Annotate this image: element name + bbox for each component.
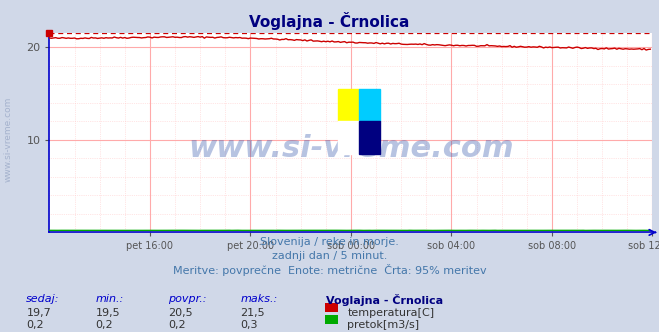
Bar: [338, 121, 359, 154]
Text: sedaj:: sedaj:: [26, 294, 60, 304]
Text: maks.:: maks.:: [241, 294, 278, 304]
Text: 19,5: 19,5: [96, 308, 120, 318]
Bar: [359, 89, 380, 121]
Text: 0,3: 0,3: [241, 320, 258, 330]
Text: 20,5: 20,5: [168, 308, 192, 318]
Text: pretok[m3/s]: pretok[m3/s]: [347, 320, 419, 330]
Text: temperatura[C]: temperatura[C]: [347, 308, 434, 318]
Text: 0,2: 0,2: [168, 320, 186, 330]
Text: Voglajna - Črnolica: Voglajna - Črnolica: [326, 294, 444, 306]
Text: 21,5: 21,5: [241, 308, 265, 318]
Text: povpr.:: povpr.:: [168, 294, 206, 304]
Bar: [338, 89, 359, 121]
Text: Slovenija / reke in morje.: Slovenija / reke in morje.: [260, 237, 399, 247]
Text: 0,2: 0,2: [96, 320, 113, 330]
Text: 19,7: 19,7: [26, 308, 51, 318]
Bar: [359, 121, 380, 154]
Text: zadnji dan / 5 minut.: zadnji dan / 5 minut.: [272, 251, 387, 261]
Text: www.si-vreme.com: www.si-vreme.com: [3, 97, 13, 182]
Text: www.si-vreme.com: www.si-vreme.com: [188, 134, 514, 163]
Text: 0,2: 0,2: [26, 320, 44, 330]
Text: Meritve: povprečne  Enote: metrične  Črta: 95% meritev: Meritve: povprečne Enote: metrične Črta:…: [173, 264, 486, 276]
Text: min.:: min.:: [96, 294, 124, 304]
Text: Voglajna - Črnolica: Voglajna - Črnolica: [249, 12, 410, 30]
